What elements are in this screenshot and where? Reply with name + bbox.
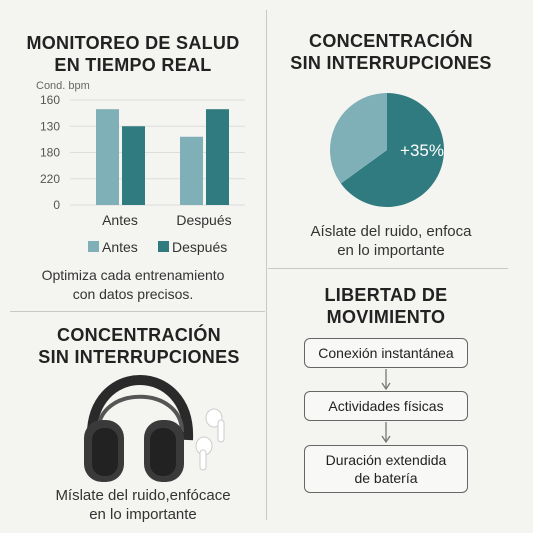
node-line: de batería [354, 470, 418, 486]
pie-slice [329, 93, 387, 184]
h-divider [268, 268, 508, 269]
title-line: SIN INTERRUPCIONES [290, 53, 492, 73]
flow-node: Actividades físicas [304, 391, 468, 421]
legend-label: Después [172, 239, 227, 255]
panel-title: CONCENTRACIÓN SIN INTERRUPCIONES [0, 324, 278, 368]
title-line: LIBERTAD DE [324, 285, 448, 305]
axis-label: Cond. bpm [36, 80, 90, 92]
caption-line: en lo importante [337, 242, 445, 259]
flow-node: Duración extendida de batería [304, 445, 468, 493]
y-tick-label: 160 [40, 93, 60, 107]
bar [96, 109, 119, 205]
caption-line: Míslate del ruido,enfócace [55, 487, 231, 504]
flow-node: Conexión instantánea [304, 338, 468, 368]
pie-annotation: +35% [400, 141, 444, 160]
legend-swatch [88, 241, 99, 252]
node-line: Conexión instantánea [318, 345, 454, 361]
y-tick-label: 130 [40, 119, 60, 133]
y-tick-label: 180 [40, 146, 60, 160]
title-line: CONCENTRACIÓN [57, 325, 221, 345]
caption: Aíslate del ruido, enfoca en lo importan… [266, 222, 516, 260]
v-divider [266, 10, 267, 520]
h-divider [10, 311, 265, 312]
y-tick-label: 0 [53, 198, 60, 212]
y-tick-label: 220 [40, 172, 60, 186]
caption-line: Optimiza cada entrenamiento [41, 267, 225, 283]
x-tick-label: Antes [102, 212, 138, 228]
title-line: MOVIMIENTO [326, 307, 446, 327]
x-tick-label: Después [176, 212, 231, 228]
caption: Optimiza cada entrenamiento con datos pr… [0, 266, 266, 304]
legend-label: Antes [102, 239, 138, 255]
node-line: Duración extendida [325, 452, 447, 468]
title-line: CONCENTRACIÓN [309, 31, 473, 51]
pie-slice [340, 93, 444, 207]
headphones [84, 375, 225, 482]
panel-title: MONITOREO DE SALUD EN TIEMPO REAL [0, 32, 266, 76]
caption-line: en lo importante [89, 506, 197, 523]
bar [122, 126, 145, 205]
panel-title: CONCENTRACIÓN SIN INTERRUPCIONES [266, 30, 516, 74]
bar [206, 109, 229, 205]
flow-arrows [381, 369, 391, 444]
caption: Míslate del ruido,enfócace en lo importa… [0, 486, 286, 524]
node-line: Actividades físicas [328, 398, 444, 414]
panel-title: LIBERTAD DE MOVIMIENTO [266, 284, 506, 328]
legend-swatch [158, 241, 169, 252]
caption-line: Aíslate del ruido, enfoca [310, 223, 472, 240]
title-line: EN TIEMPO REAL [54, 55, 212, 75]
bar [180, 136, 203, 205]
title-line: SIN INTERRUPCIONES [38, 347, 240, 367]
caption-line: con datos precisos. [72, 286, 194, 302]
title-line: MONITOREO DE SALUD [26, 33, 240, 53]
